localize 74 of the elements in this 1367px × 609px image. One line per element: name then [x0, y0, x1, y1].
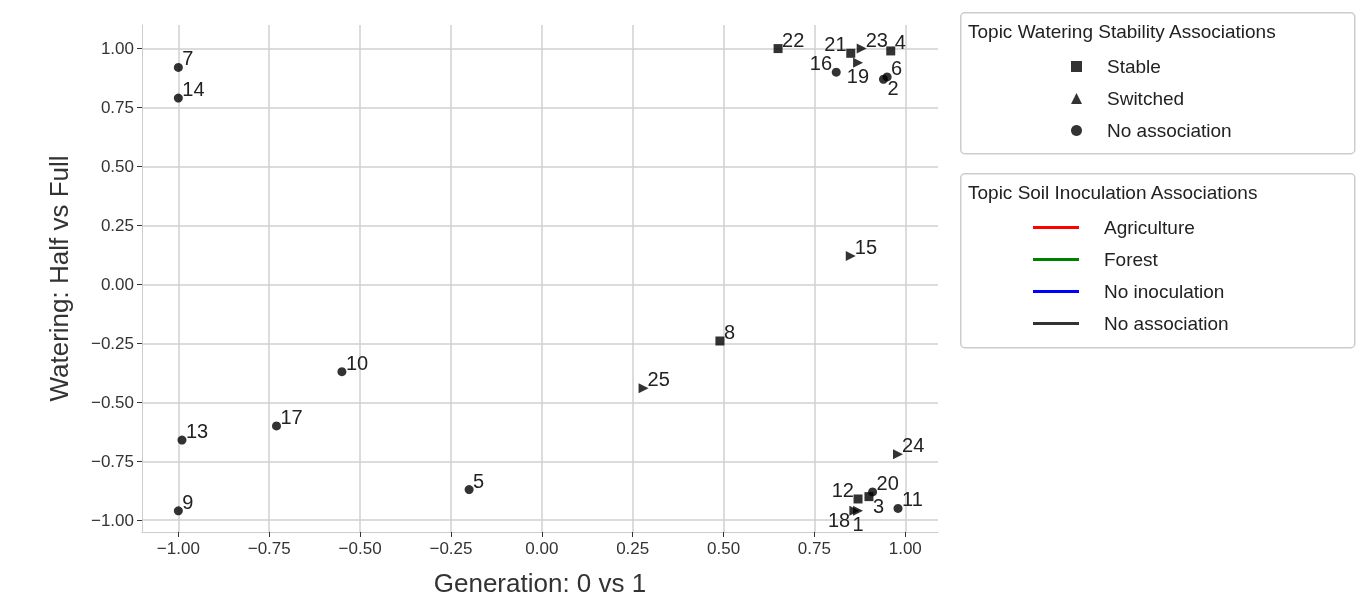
- annotation: 5: [473, 469, 485, 492]
- point: [853, 505, 864, 516]
- annotation: 24: [902, 434, 925, 457]
- x-axis-title: Generation: 0 vs 1: [433, 568, 647, 598]
- annotation: 15: [854, 236, 878, 259]
- annotation: 22: [782, 28, 805, 51]
- x-tick-label: −1.00: [156, 539, 200, 558]
- y-axis-title: Watering: Half vs Full: [44, 155, 74, 402]
- y-tick-label: −1.00: [90, 510, 134, 530]
- legend-label: Forest: [1104, 249, 1159, 270]
- annotation: 3: [872, 494, 885, 517]
- y-tick-label: −0.25: [90, 333, 134, 353]
- point: [893, 503, 903, 513]
- annotation: 4: [894, 30, 906, 53]
- annotation: 18: [828, 508, 851, 531]
- x-tick-label: −0.50: [338, 539, 382, 558]
- legend-label: Stable: [1107, 56, 1161, 77]
- annotation: 13: [185, 420, 209, 443]
- y-tick-label: 0.75: [100, 98, 134, 118]
- point: [893, 449, 904, 460]
- point: [638, 383, 649, 394]
- y-tick-label: −0.75: [90, 451, 134, 471]
- y-tick-label: 0.00: [100, 274, 134, 294]
- point: [831, 67, 841, 77]
- y-tick-label: 1.00: [100, 39, 134, 59]
- legend-label: Agriculture: [1104, 217, 1195, 238]
- legend-label: No association: [1104, 313, 1229, 334]
- annotation: 12: [831, 478, 854, 501]
- point: [271, 421, 281, 431]
- point: [856, 43, 867, 54]
- point: [845, 251, 856, 262]
- x-tick-label: 0.50: [707, 539, 741, 558]
- legend-label: Switched: [1107, 88, 1185, 109]
- point: [173, 93, 183, 103]
- point: [337, 367, 347, 377]
- point: [882, 72, 892, 82]
- point: [773, 44, 783, 54]
- annotation: 2: [887, 77, 899, 100]
- annotation: 7: [182, 47, 194, 70]
- y-tick-label: 0.25: [100, 215, 134, 235]
- legend-label: No association: [1107, 120, 1232, 141]
- annotation: 6: [891, 56, 903, 79]
- point: [715, 336, 725, 346]
- text: Topic Soil Inoculation Associations: [968, 182, 1258, 203]
- annotation: 1: [852, 512, 864, 535]
- point: [177, 435, 187, 445]
- x-tick-label: −0.75: [247, 539, 291, 558]
- point: [886, 46, 896, 56]
- annotation: 25: [647, 368, 670, 391]
- annotation: 23: [865, 28, 888, 51]
- point: [853, 494, 863, 504]
- legend-label: No inoculation: [1104, 281, 1225, 302]
- text: Topic Watering Stability Associations: [968, 21, 1276, 42]
- x-tick-label: 1.00: [888, 539, 922, 558]
- point: [464, 485, 474, 495]
- annotation: 20: [876, 471, 899, 494]
- x-tick-label: 0.75: [797, 539, 831, 558]
- annotation: 9: [182, 490, 194, 513]
- x-tick-label: −0.25: [429, 539, 473, 558]
- point: [846, 48, 856, 58]
- annotation: 8: [723, 320, 736, 343]
- annotation: 17: [280, 405, 303, 428]
- point: [853, 57, 864, 68]
- annotation: 10: [345, 351, 369, 374]
- annotation: 14: [182, 78, 205, 101]
- annotation: 11: [902, 488, 923, 511]
- point: [868, 487, 878, 497]
- annotation: 19: [846, 64, 870, 87]
- y-tick-label: 0.50: [100, 156, 134, 176]
- point: [173, 506, 183, 516]
- point: [173, 62, 183, 72]
- x-tick-label: 0.00: [525, 539, 559, 558]
- x-tick-label: 0.25: [616, 539, 650, 558]
- y-tick-label: −0.50: [90, 392, 134, 412]
